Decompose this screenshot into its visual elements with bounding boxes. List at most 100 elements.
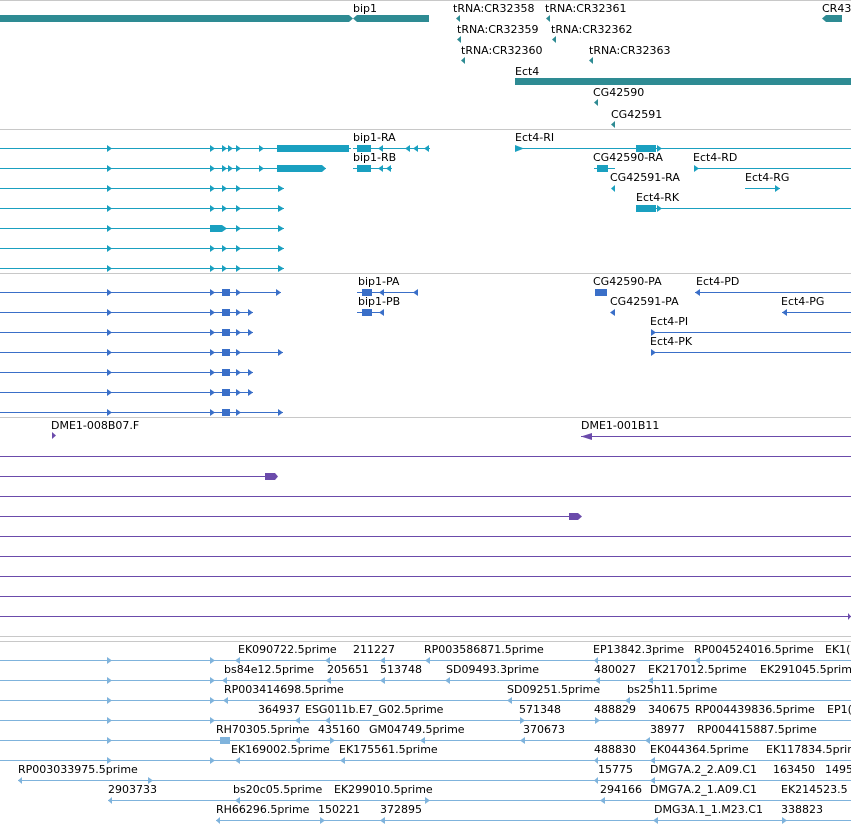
est-label[interactable]: 340675 [648, 703, 690, 716]
est-label[interactable]: EK214523.5 [781, 783, 848, 796]
gene-label-trna-cr32362[interactable]: tRNA:CR32362 [551, 23, 633, 36]
gene-cr43[interactable] [826, 15, 842, 22]
est-label[interactable]: EK1( [825, 643, 851, 656]
protein-label-ect4-pg[interactable]: Ect4-PG [781, 295, 825, 308]
est-label[interactable]: EK291045.5prime [760, 663, 851, 676]
est-label[interactable]: SD09251.5prime [507, 683, 600, 696]
est-label[interactable]: bs25h11.5prime [627, 683, 718, 696]
est-label[interactable]: EK217012.5prime [648, 663, 747, 676]
est-label[interactable]: SD09493.3prime [446, 663, 539, 676]
protein-label-cg42591-pa[interactable]: CG42591-PA [610, 295, 679, 308]
gene-label-trna-cr32360[interactable]: tRNA:CR32360 [461, 44, 543, 57]
est-label[interactable]: bs20c05.5prime [233, 783, 323, 796]
protein-label-bip1-pa[interactable]: bip1-PA [358, 275, 400, 288]
est-label[interactable]: GM04749.5prime [369, 723, 465, 736]
gene-label-cg42591[interactable]: CG42591 [611, 108, 663, 121]
gene-ect4[interactable] [515, 78, 851, 85]
protein-label-cg42590-pa[interactable]: CG42590-PA [593, 275, 662, 288]
transcript-label-cg42590-ra[interactable]: CG42590-RA [593, 151, 663, 164]
est-label[interactable]: 571348 [519, 703, 561, 716]
gene-cg42590[interactable] [594, 99, 598, 106]
est-label[interactable]: RH70305.5prime [216, 723, 310, 736]
gene-label-bip1[interactable]: bip1 [353, 2, 378, 15]
gene-bip1[interactable] [357, 15, 429, 22]
est-label[interactable]: RP004524016.5prime [694, 643, 814, 656]
gene-trna-cr32361[interactable] [546, 15, 550, 22]
transcript-label-bip1-ra[interactable]: bip1-RA [353, 131, 396, 144]
est-label[interactable]: RP004439836.5prime [695, 703, 815, 716]
transcript-label-cg42591-ra[interactable]: CG42591-RA [610, 171, 680, 184]
gene-trna-cr32359[interactable] [457, 36, 461, 43]
gene-label-cr43[interactable]: CR43 [822, 2, 851, 15]
est-label[interactable]: 364937 [258, 703, 300, 716]
gene-label-trna-cr32363[interactable]: tRNA:CR32363 [589, 44, 671, 57]
est-label[interactable]: DMG7A.2_2.A09.C1 [650, 763, 758, 776]
gene-label-ect4[interactable]: Ect4 [515, 65, 540, 78]
transcript-track [0, 145, 851, 272]
est-label[interactable]: RP004415887.5prime [697, 723, 817, 736]
est-label[interactable]: 488830 [594, 743, 636, 756]
track-separators [0, 0, 851, 642]
est-label[interactable]: ESG011b.E7_G02.5prime [305, 703, 444, 716]
gene-label-trna-cr32358[interactable]: tRNA:CR32358 [453, 2, 535, 15]
est-label[interactable]: 488829 [594, 703, 636, 716]
est-label[interactable]: DMG7A.2_1.A09.C1 [650, 783, 758, 796]
est-label[interactable]: EK090722.5prime [238, 643, 337, 656]
gene-arrow-left [349, 15, 353, 22]
est-label[interactable]: 372895 [380, 803, 422, 816]
transcript-label-ect4-rd[interactable]: Ect4-RD [693, 151, 738, 164]
est-label[interactable]: 38977 [650, 723, 685, 736]
transcript-label-ect4-rg[interactable]: Ect4-RG [745, 171, 790, 184]
clone-track [0, 432, 851, 620]
transcript-label-ect4-rk[interactable]: Ect4-RK [636, 191, 680, 204]
est-label[interactable]: 211227 [353, 643, 395, 656]
gene-trna-cr32363[interactable] [589, 57, 593, 64]
gene-label-trna-cr32359[interactable]: tRNA:CR32359 [457, 23, 539, 36]
est-label[interactable]: 370673 [523, 723, 565, 736]
est-label[interactable]: 205651 [327, 663, 369, 676]
gene-label-cg42590[interactable]: CG42590 [593, 86, 645, 99]
clone-label-dme1-008b07[interactable]: DME1-008B07.F [51, 419, 140, 432]
protein-label-ect4-pk[interactable]: Ect4-PK [650, 335, 693, 348]
est-label[interactable]: RP003414698.5prime [224, 683, 344, 696]
gene-trna-cr32358[interactable] [456, 15, 460, 22]
est-label[interactable]: EP1( [827, 703, 851, 716]
est-label[interactable]: RP003586871.5prime [424, 643, 544, 656]
transcript-label-ect4-ri[interactable]: Ect4-RI [515, 131, 555, 144]
gene-label-trna-cr32361[interactable]: tRNA:CR32361 [545, 2, 627, 15]
est-label[interactable]: EK175561.5prime [339, 743, 438, 756]
est-label[interactable]: EK117834.5prime [766, 743, 851, 756]
est-label[interactable]: 150221 [318, 803, 360, 816]
est-label[interactable]: 294166 [600, 783, 642, 796]
est-label[interactable]: 513748 [380, 663, 422, 676]
gene-trna-cr32362[interactable] [552, 36, 556, 43]
est-label[interactable]: 435160 [318, 723, 360, 736]
est-label[interactable]: 1495 [825, 763, 851, 776]
est-label[interactable]: EK044364.5prime [650, 743, 749, 756]
transcript-label-bip1-rb[interactable]: bip1-RB [353, 151, 397, 164]
gene-feature-left[interactable] [0, 15, 349, 22]
est-label[interactable]: bs84e12.5prime [224, 663, 315, 676]
est-label[interactable]: 15775 [598, 763, 633, 776]
est-label[interactable]: EK299010.5prime [334, 783, 433, 796]
est-label[interactable]: EK169002.5prime [231, 743, 330, 756]
protein-label-ect4-pi[interactable]: Ect4-PI [650, 315, 689, 328]
est-label[interactable]: 480027 [594, 663, 636, 676]
clone-label-dme1-001b11[interactable]: DME1-001B11 [581, 419, 660, 432]
est-label[interactable]: 2903733 [108, 783, 157, 796]
est-label[interactable]: 338823 [781, 803, 823, 816]
est-label[interactable]: 163450 [773, 763, 815, 776]
gene-cg42591[interactable] [611, 121, 615, 128]
protein-label-bip1-pb[interactable]: bip1-PB [358, 295, 401, 308]
gene-trna-cr32360[interactable] [461, 57, 465, 64]
est-label[interactable]: DMG3A.1_1.M23.C1 [654, 803, 763, 816]
gene-bip1-arrow [353, 15, 357, 22]
gene-track [0, 15, 851, 128]
est-label[interactable]: RP003033975.5prime [18, 763, 138, 776]
est-track [0, 657, 851, 824]
gene-cr43-arrow [822, 15, 826, 22]
protein-label-ect4-pd[interactable]: Ect4-PD [696, 275, 740, 288]
est-label[interactable]: RH66296.5prime [216, 803, 310, 816]
est-label[interactable]: EP13842.3prime [593, 643, 685, 656]
